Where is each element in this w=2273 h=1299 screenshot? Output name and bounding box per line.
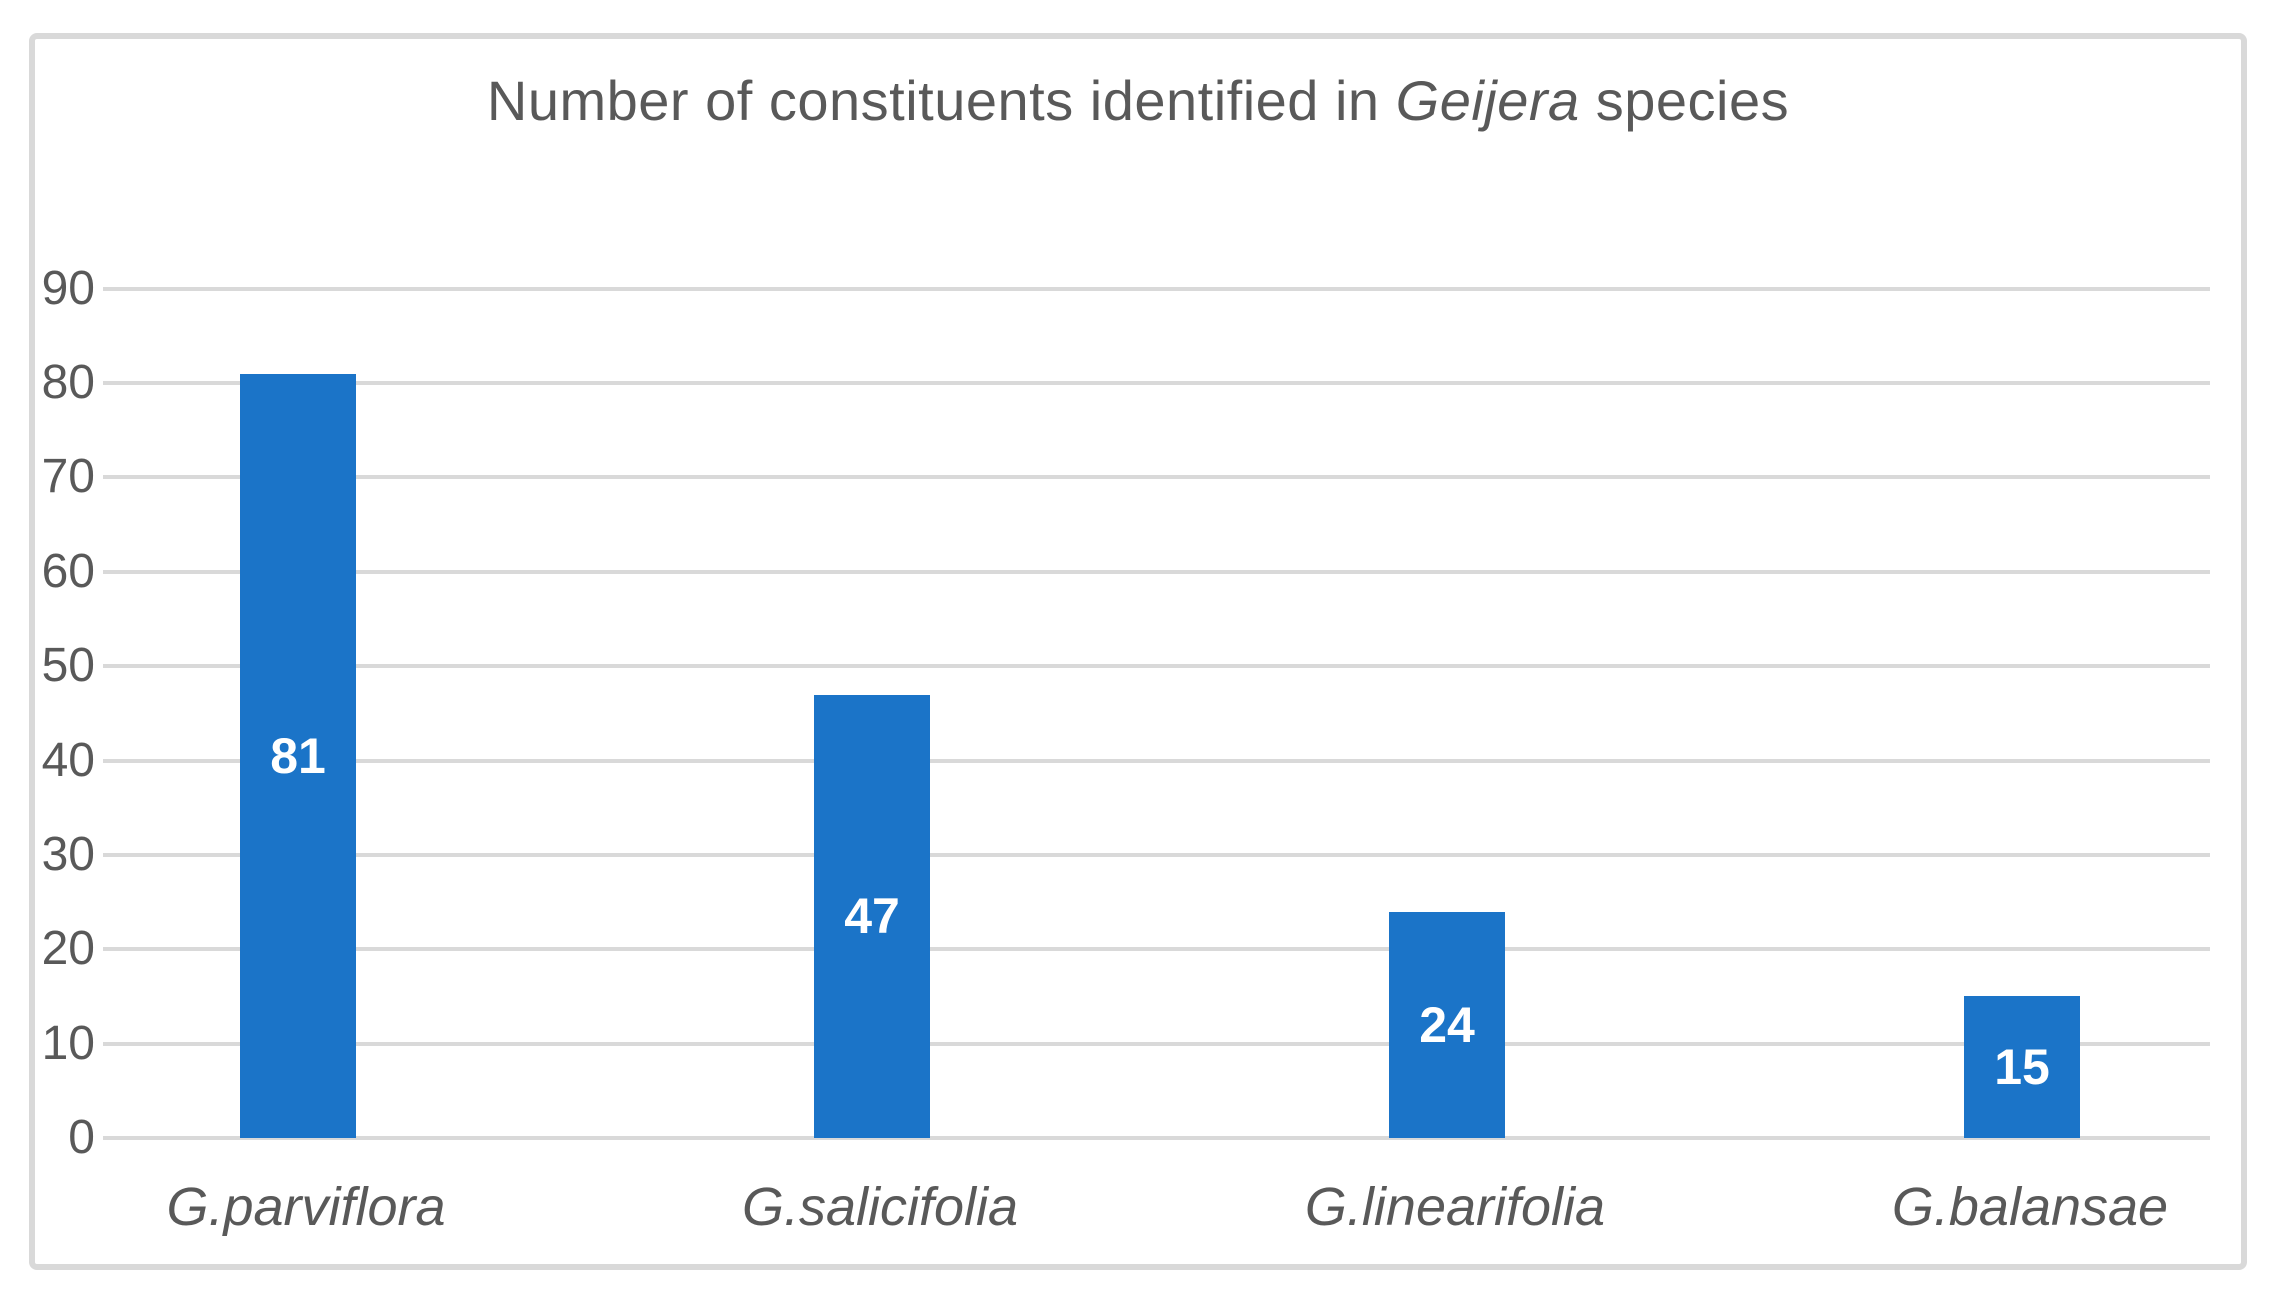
bar-value-label-G-parviflora: 81 bbox=[270, 727, 326, 784]
y-axis-tick-label-20: 20 bbox=[41, 922, 95, 976]
gridline-y-50 bbox=[103, 664, 2210, 669]
bar-G-parviflora bbox=[240, 373, 356, 1138]
category-label-G-linearifolia: G.linearifolia bbox=[1304, 1177, 1606, 1237]
gridline-y-90 bbox=[103, 286, 2210, 291]
category-label-G-parviflora: G.parviflora bbox=[166, 1177, 446, 1237]
category-label-G-balansae: G.balansae bbox=[1891, 1177, 2169, 1237]
y-axis-tick-label-0: 0 bbox=[68, 1111, 95, 1164]
gridline-y-0 bbox=[103, 1136, 2210, 1140]
y-axis-tick-label-80: 80 bbox=[41, 356, 95, 410]
chart-title-prefix: Number of constituents identified in bbox=[486, 69, 1396, 132]
bar-G-linearifolia bbox=[1389, 911, 1505, 1138]
gridline-y-60 bbox=[103, 569, 2210, 574]
y-axis-tick-label-30: 30 bbox=[41, 827, 95, 881]
chart-title-genus-italic: Geijera bbox=[1395, 69, 1580, 132]
gridline-y-10 bbox=[103, 1041, 2210, 1046]
category-label-G-salicifolia: G.salicifolia bbox=[741, 1177, 1019, 1237]
y-axis-tick-label-40: 40 bbox=[41, 733, 95, 787]
bar-value-label-G-salicifolia: 47 bbox=[844, 888, 900, 945]
gridline-y-80 bbox=[103, 381, 2210, 386]
y-axis-tick-label-10: 10 bbox=[41, 1016, 95, 1070]
chart-title: Number of constituents identified in Gei… bbox=[29, 68, 2247, 133]
bar-G-balansae bbox=[1964, 996, 2080, 1138]
gridline-y-30 bbox=[103, 852, 2210, 857]
bar-value-label-G-balansae: 15 bbox=[1994, 1039, 2050, 1096]
y-axis-tick-label-90: 90 bbox=[41, 261, 95, 315]
bar-G-salicifolia bbox=[814, 694, 930, 1138]
gridline-y-20 bbox=[103, 947, 2210, 952]
bar-value-label-G-linearifolia: 24 bbox=[1419, 996, 1475, 1053]
y-axis-tick-label-60: 60 bbox=[41, 544, 95, 598]
y-axis-tick-label-70: 70 bbox=[41, 450, 95, 504]
chart-title-suffix: species bbox=[1579, 69, 1790, 132]
y-axis-tick-label-50: 50 bbox=[41, 639, 95, 693]
chart-border-frame bbox=[29, 33, 2247, 1270]
gridline-y-70 bbox=[103, 475, 2210, 480]
gridline-y-40 bbox=[103, 758, 2210, 763]
